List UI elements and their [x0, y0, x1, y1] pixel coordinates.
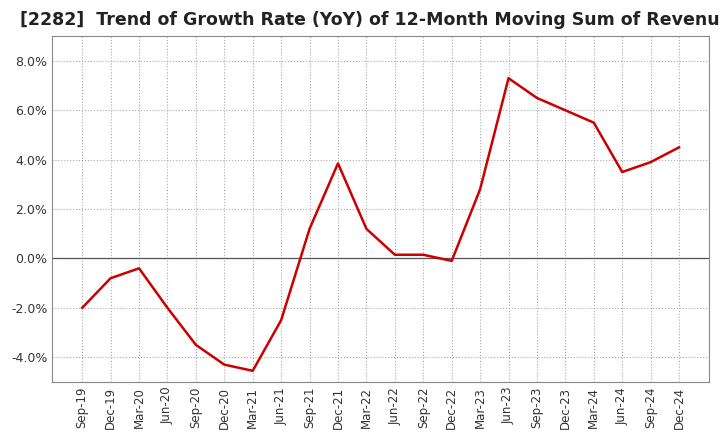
Title: [2282]  Trend of Growth Rate (YoY) of 12-Month Moving Sum of Revenues: [2282] Trend of Growth Rate (YoY) of 12-…	[19, 11, 720, 29]
